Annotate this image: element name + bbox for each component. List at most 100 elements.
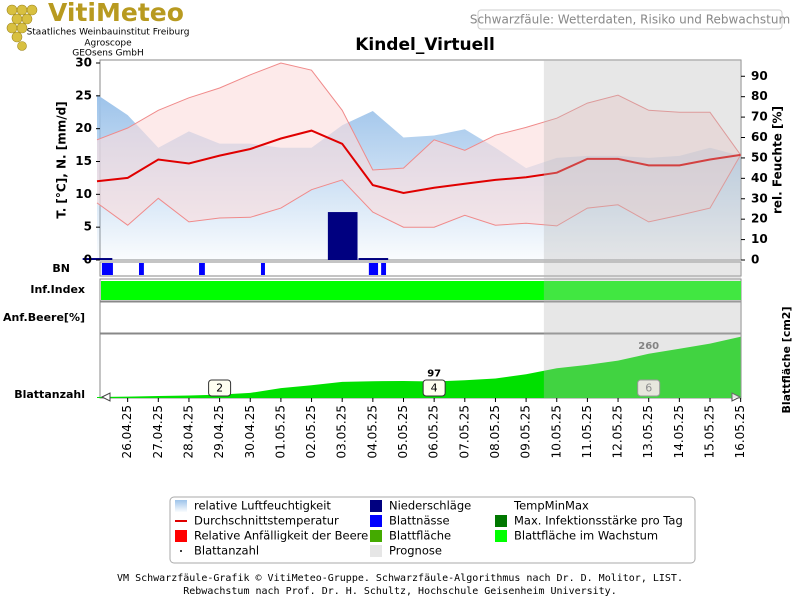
legend: relative LuftfeuchtigkeitDurchschnittste… — [175, 499, 683, 558]
x-tick-label: 26.04.25 — [120, 405, 134, 458]
leaf-wetness — [368, 263, 379, 275]
chart-title: Kindel_Virtuell — [355, 35, 495, 55]
y-tick-label: 0 — [84, 253, 92, 267]
y-tick-label: 15 — [75, 154, 92, 168]
leaf-area — [97, 336, 741, 398]
x-tick-label: 29.04.25 — [212, 405, 226, 458]
logo-line: Agroscope — [84, 39, 132, 49]
leaf-count-box — [208, 379, 232, 397]
leaf-area-label: 260 — [638, 341, 659, 352]
legend-label: Niederschläge — [389, 499, 471, 513]
y-tick-label: 10 — [75, 187, 92, 201]
legend-label: Relative Anfälligkeit der Beere — [194, 529, 368, 543]
y2-tick-label: 80 — [751, 89, 768, 103]
legend-label: Max. Infektionsstärke pro Tag — [514, 514, 683, 528]
legend-box — [169, 496, 696, 564]
x-tick-label: 16.05.25 — [733, 405, 747, 458]
legend-swatch — [180, 550, 182, 552]
x-tick-label: 06.05.25 — [427, 405, 441, 458]
leaf-count-box — [637, 379, 661, 397]
y-tick-label: 5 — [84, 220, 92, 234]
logo: VitiMeteo Staatliches Weinbauinstitut Fr… — [6, 0, 190, 59]
x-tick-label: 28.04.25 — [181, 405, 195, 458]
row-label: Anf.Beere[%] — [3, 311, 85, 324]
leaf-wetness — [199, 263, 205, 275]
x-tick-label: 27.04.25 — [151, 405, 165, 458]
x-tick-label: 08.05.25 — [488, 405, 502, 458]
legend-swatch — [370, 500, 382, 512]
legend-swatch — [495, 515, 507, 527]
legend-label: Durchschnittstemperatur — [194, 514, 339, 528]
y2-tick-label: 60 — [751, 130, 768, 144]
legend-label: Blattfläche — [389, 529, 451, 543]
precip-bar — [82, 258, 113, 260]
y3-label: Blattfläche [cm2] — [780, 306, 793, 413]
infection-bar — [101, 281, 741, 300]
y2-tick-label: 30 — [751, 191, 768, 205]
leaf-count: 2 — [216, 382, 223, 395]
temp-band — [97, 63, 741, 228]
footer: Rebwachstum nach Prof. Dr. H. Schultz, H… — [183, 586, 616, 597]
legend-swatch — [175, 500, 187, 512]
y2-label: rel. Feuchte [%] — [771, 106, 785, 214]
arrow-right — [731, 392, 742, 402]
x-tick-label: 03.05.25 — [335, 405, 349, 458]
y-tick-label: 30 — [75, 56, 92, 70]
leaf-area-label: 97 — [427, 369, 441, 380]
precip-bar — [358, 258, 389, 260]
legend-swatch — [175, 530, 187, 542]
legend-label: relative Luftfeuchtigkeit — [194, 499, 331, 513]
legend-swatch — [495, 530, 507, 542]
leaf-wetness — [381, 263, 387, 275]
x-tick-label: 09.05.25 — [519, 405, 533, 458]
y2-tick-label: 70 — [751, 110, 768, 124]
x-tick-label: 01.05.25 — [273, 405, 287, 458]
legend-swatch — [370, 545, 382, 557]
row-label: BN — [52, 262, 70, 275]
row-label: Blattanzahl — [14, 388, 85, 401]
temp-min-line — [96, 154, 742, 228]
y2-tick-label: 40 — [751, 171, 768, 185]
y2-tick-label: 10 — [751, 232, 768, 246]
logo-line: Staatliches Weinbauinstitut Freiburg — [27, 28, 190, 38]
x-tick-label: 05.05.25 — [396, 405, 410, 458]
legend-label: Prognose — [389, 544, 442, 558]
x-tick-label: 07.05.25 — [457, 405, 471, 458]
legend-label: Blattnässe — [389, 514, 450, 528]
leaf-count: 4 — [431, 382, 438, 395]
leaf-wetness — [138, 263, 144, 275]
caption-box — [477, 9, 783, 30]
x-tick-label: 13.05.25 — [641, 405, 655, 458]
x-tick-label: 12.05.25 — [611, 405, 625, 458]
x-tick-label: 02.05.25 — [304, 405, 318, 458]
leaf-count: 6 — [645, 382, 652, 395]
leaf-wetness — [260, 263, 265, 275]
logo-line: GEOsens GmbH — [72, 49, 143, 59]
forecast — [543, 60, 741, 398]
y2-tick-label: 50 — [751, 150, 768, 164]
x-tick-label: 15.05.25 — [703, 405, 717, 458]
leaf-count-box — [422, 379, 446, 397]
y-tick-label: 20 — [75, 121, 92, 135]
temp-max-line — [96, 62, 742, 171]
temperature-line — [96, 129, 741, 195]
footer: VM Schwarzfäule-Grafik © VitiMeteo-Grupp… — [117, 573, 683, 584]
logo-text: VitiMeteo — [48, 0, 184, 27]
arrow-left — [100, 392, 111, 402]
x-tick-label: 30.04.25 — [243, 405, 257, 458]
x-tick-label: 10.05.25 — [549, 405, 563, 458]
legend-label: Blattfläche im Wachstum — [514, 529, 658, 543]
leaf-wetness — [101, 263, 113, 275]
precip-bar — [327, 212, 358, 260]
x-tick-label: 11.05.25 — [580, 405, 594, 458]
y-tick-label: 25 — [75, 88, 92, 102]
caption: Schwarzfäule: Wetterdaten, Risiko und Re… — [470, 13, 790, 27]
y2-tick-label: 0 — [751, 253, 759, 267]
anf-panel — [99, 301, 742, 334]
bn-panel — [99, 261, 742, 277]
y2-tick-label: 90 — [751, 69, 768, 83]
x-tick-label: 04.05.25 — [365, 405, 379, 458]
